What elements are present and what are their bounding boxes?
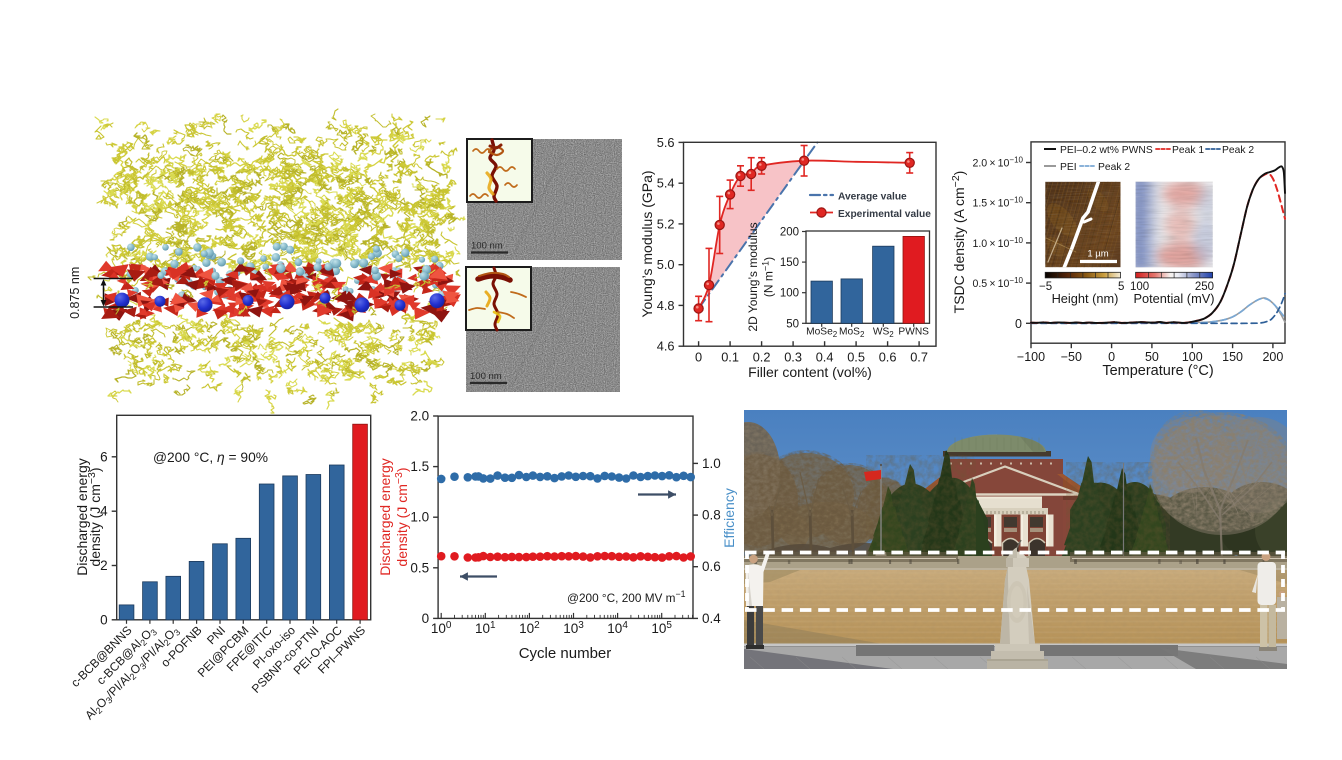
svg-text:0: 0 — [695, 350, 702, 365]
svg-text:Peak 1: Peak 1 — [1172, 145, 1204, 156]
svg-text:200: 200 — [780, 227, 799, 239]
svg-text:1.5: 1.5 — [410, 459, 429, 474]
svg-text:1.0: 1.0 — [410, 510, 429, 525]
svg-text:200: 200 — [1262, 350, 1283, 364]
svg-text:PWNS: PWNS — [898, 327, 929, 338]
svg-text:Peak 2: Peak 2 — [1098, 162, 1130, 173]
svg-text:2: 2 — [100, 558, 108, 573]
svg-text:MoSe2: MoSe2 — [806, 327, 838, 340]
svg-text:100: 100 — [1130, 281, 1149, 293]
svg-text:0.7: 0.7 — [910, 350, 928, 365]
svg-text:density (J cm−3): density (J cm−3) — [86, 467, 103, 566]
svg-text:4: 4 — [100, 504, 108, 519]
svg-text:Efficiency: Efficiency — [721, 488, 737, 548]
svg-text:−5: −5 — [1039, 281, 1052, 293]
svg-text:1.0: 1.0 — [702, 456, 721, 471]
svg-text:Average value: Average value — [838, 192, 907, 203]
svg-text:Young’s modulus (GPa): Young’s modulus (GPa) — [639, 170, 655, 317]
svg-text:0.4: 0.4 — [702, 611, 721, 626]
svg-text:4.8: 4.8 — [657, 298, 675, 313]
svg-text:Filler content (vol%): Filler content (vol%) — [748, 364, 872, 380]
svg-text:5.0: 5.0 — [657, 257, 675, 272]
svg-text:5.4: 5.4 — [657, 176, 675, 191]
svg-text:−50: −50 — [1061, 350, 1082, 364]
svg-text:250: 250 — [1195, 281, 1214, 293]
svg-text:150: 150 — [780, 257, 799, 269]
svg-text:100 nm: 100 nm — [470, 371, 502, 382]
svg-text:100: 100 — [780, 288, 799, 300]
svg-text:Discharged energy: Discharged energy — [74, 458, 90, 576]
svg-text:−100: −100 — [1017, 350, 1045, 364]
svg-text:0.3: 0.3 — [784, 350, 802, 365]
svg-text:0: 0 — [1015, 317, 1022, 331]
svg-text:2D Young’s modulus: 2D Young’s modulus — [746, 222, 760, 331]
svg-text:2.0: 2.0 — [410, 409, 429, 424]
svg-text:Cycle number: Cycle number — [519, 645, 612, 662]
svg-text:1 µm: 1 µm — [1087, 249, 1108, 260]
svg-text:Peak 2: Peak 2 — [1222, 145, 1254, 156]
svg-text:5.6: 5.6 — [657, 135, 675, 150]
svg-text:50: 50 — [1145, 350, 1159, 364]
svg-text:0: 0 — [1108, 350, 1115, 364]
svg-text:50: 50 — [786, 318, 799, 330]
svg-text:PEI: PEI — [1060, 162, 1077, 173]
svg-text:100: 100 — [1182, 350, 1203, 364]
svg-text:0.1: 0.1 — [721, 350, 739, 365]
svg-text:MoS2: MoS2 — [839, 327, 865, 340]
svg-text:0.4: 0.4 — [816, 350, 834, 365]
svg-text:Experimental value: Experimental value — [838, 209, 931, 220]
svg-text:density (J cm−3): density (J cm−3) — [393, 467, 410, 566]
svg-text:5.2: 5.2 — [657, 216, 675, 231]
svg-text:TSDC density (A cm−2): TSDC density (A cm−2) — [950, 171, 967, 314]
svg-text:0: 0 — [422, 611, 430, 626]
svg-text:Potential (mV): Potential (mV) — [1133, 291, 1214, 306]
svg-text:Discharged energy: Discharged energy — [377, 458, 393, 576]
svg-text:5: 5 — [1118, 281, 1124, 293]
svg-text:0: 0 — [100, 612, 108, 627]
svg-text:Height (nm): Height (nm) — [1052, 291, 1119, 306]
svg-text:0.6: 0.6 — [702, 559, 721, 574]
svg-text:0.5: 0.5 — [847, 350, 865, 365]
svg-text:@200 °C, 200 MV m−1: @200 °C, 200 MV m−1 — [567, 589, 686, 605]
svg-text:6: 6 — [100, 449, 108, 464]
svg-text:150: 150 — [1222, 350, 1243, 364]
svg-text:@200 °C, η = 90%: @200 °C, η = 90% — [153, 450, 268, 465]
svg-text:0.8: 0.8 — [702, 508, 721, 523]
svg-text:0.6: 0.6 — [879, 350, 897, 365]
svg-text:WS2: WS2 — [873, 327, 894, 340]
svg-text:PEI–0.2 wt% PWNS: PEI–0.2 wt% PWNS — [1060, 145, 1153, 156]
svg-text:100 nm: 100 nm — [471, 241, 503, 252]
svg-text:0.5: 0.5 — [410, 560, 429, 575]
svg-text:0.2: 0.2 — [753, 350, 771, 365]
svg-text:Temperature (°C): Temperature (°C) — [1102, 363, 1213, 379]
svg-text:0.875 nm: 0.875 nm — [68, 267, 82, 319]
svg-text:4.6: 4.6 — [657, 339, 675, 354]
